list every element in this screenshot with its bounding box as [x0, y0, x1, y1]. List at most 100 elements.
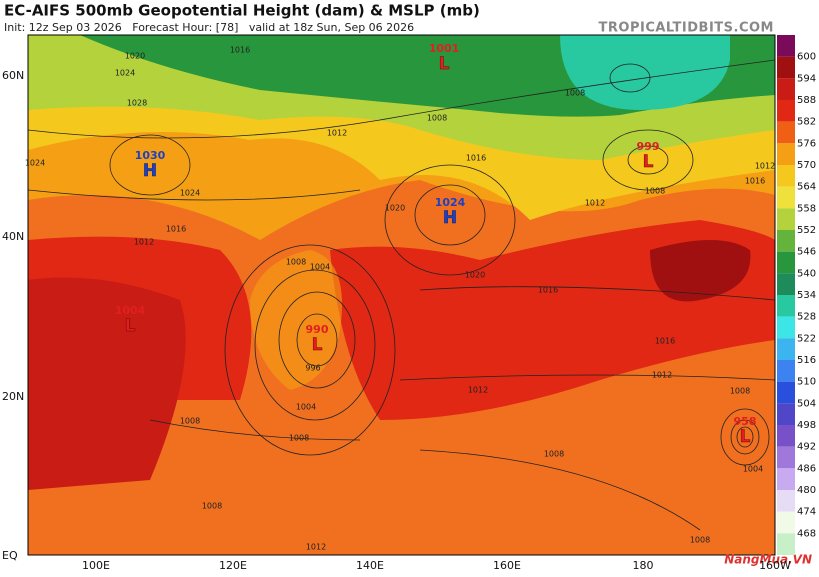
center-letter: L — [439, 54, 450, 74]
isobar-label: 1008 — [645, 187, 665, 196]
colorbar-label: 474 — [797, 507, 816, 518]
center-value: 1024 — [435, 196, 466, 209]
isobar-label: 1016 — [230, 46, 250, 55]
isobar-label: 1008 — [289, 434, 309, 443]
colorbar-cell — [777, 316, 795, 339]
colorbar-label: 522 — [797, 333, 816, 344]
isobar-label: 1024 — [25, 159, 45, 168]
colorbar-cell — [777, 338, 795, 360]
site-name: TROPICALTIDBITS.COM — [599, 21, 774, 36]
isobar-label: 1016 — [466, 154, 486, 163]
lon-label: 100E — [82, 559, 110, 572]
isobar-label: 1016 — [166, 225, 186, 234]
center-value: 1001 — [429, 42, 460, 55]
isobar-label: 1020 — [385, 204, 405, 213]
center-value: 1030 — [135, 149, 166, 162]
lat-label: 40N — [2, 230, 24, 243]
lon-label: 140E — [356, 559, 384, 572]
isobar-label: 1008 — [202, 502, 222, 511]
center-letter: L — [740, 427, 751, 447]
colorbar-cell — [777, 446, 795, 469]
isobar-label: 1008 — [180, 417, 200, 426]
lat-label: 20N — [2, 390, 24, 403]
colorbar-label: 468 — [797, 528, 816, 539]
isobar-label: 1004 — [310, 263, 330, 272]
lon-label: 160E — [493, 559, 521, 572]
colorbar-cell — [777, 230, 795, 252]
isobar-label: 1008 — [427, 114, 447, 123]
colorbar-label: 528 — [797, 312, 816, 323]
colorbar-cell — [777, 165, 795, 187]
isobar-label: 1012 — [306, 543, 326, 552]
colorbar-label: 570 — [797, 160, 816, 171]
colorbar-label: 564 — [797, 182, 816, 193]
subtitle: Init: 12z Sep 03 2026 Forecast Hour: [78… — [4, 21, 414, 34]
map-frame — [27, 34, 776, 556]
colorbar-label: 600 — [797, 52, 816, 63]
center-letter: H — [143, 161, 157, 181]
lon-label: 160W — [759, 559, 791, 572]
center-letter: L — [125, 316, 136, 336]
colorbar-label: 552 — [797, 225, 816, 236]
colorbar-label: 504 — [797, 398, 816, 409]
colorbar-label: 546 — [797, 247, 816, 258]
isobar-label: 1012 — [468, 386, 488, 395]
isobars — [28, 59, 775, 531]
isobar-label: 1012 — [585, 199, 605, 208]
colorbar-cell — [777, 533, 795, 555]
map-fields — [28, 35, 775, 555]
isobar-label: 1012 — [755, 162, 775, 171]
isobar-label: 1028 — [127, 99, 147, 108]
isobar-label: 1024 — [115, 69, 135, 78]
center-letter: H — [443, 208, 457, 228]
center-value: 999 — [637, 140, 660, 153]
isobar-label: 1024 — [180, 189, 200, 198]
isobar-label: 1008 — [690, 536, 710, 545]
colorbar-cell — [777, 186, 795, 209]
colorbar-label: 510 — [797, 377, 816, 388]
colorbar-label: 516 — [797, 355, 816, 366]
center-value: 1004 — [115, 304, 146, 317]
isobar-label: 1016 — [538, 286, 558, 295]
colorbar-cell — [777, 403, 795, 425]
colorbar-cell — [777, 208, 795, 230]
lat-label: 60N — [2, 69, 24, 82]
isobar-label: 1012 — [652, 371, 672, 380]
colorbar-cell — [777, 490, 795, 512]
isobar-label: 1012 — [327, 129, 347, 138]
colorbar-label: 480 — [797, 485, 816, 496]
colorbar-cell — [777, 143, 795, 165]
colorbar-cell — [777, 381, 795, 404]
colorbar-label: 534 — [797, 290, 816, 301]
colorbar-label: 498 — [797, 420, 816, 431]
lon-label: 180 — [633, 559, 654, 572]
isobar-label: 1008 — [565, 89, 585, 98]
center-value: 958 — [734, 415, 757, 428]
colorbar-cell — [777, 78, 795, 100]
colorbar-cell — [777, 56, 795, 79]
colorbar-label: 594 — [797, 73, 816, 84]
colorbar-label: 576 — [797, 138, 816, 149]
colorbar-cell — [777, 251, 795, 274]
center-letter: L — [312, 335, 323, 355]
isobar-label: 1008 — [730, 387, 750, 396]
isobar-label: 1008 — [286, 258, 306, 267]
isobar-label: 1008 — [544, 450, 564, 459]
colorbar-cell — [777, 425, 795, 447]
colorbar-label: 588 — [797, 95, 816, 106]
colorbar-cell — [777, 35, 795, 57]
colorbar-cell — [777, 468, 795, 490]
isobar-label: 996 — [305, 364, 320, 373]
colorbar-cell — [777, 360, 795, 382]
isobar-label: 1016 — [745, 177, 765, 186]
colorbar-cell — [777, 273, 795, 295]
isobar-label: 1012 — [134, 238, 154, 247]
colorbar-label: 558 — [797, 203, 816, 214]
isobar-label: 1004 — [743, 465, 763, 474]
center-letter: L — [643, 152, 654, 172]
lat-label: EQ — [2, 549, 18, 562]
lon-label: 120E — [219, 559, 247, 572]
colorbar-cell — [777, 100, 795, 122]
isobar-label: 1016 — [655, 337, 675, 346]
